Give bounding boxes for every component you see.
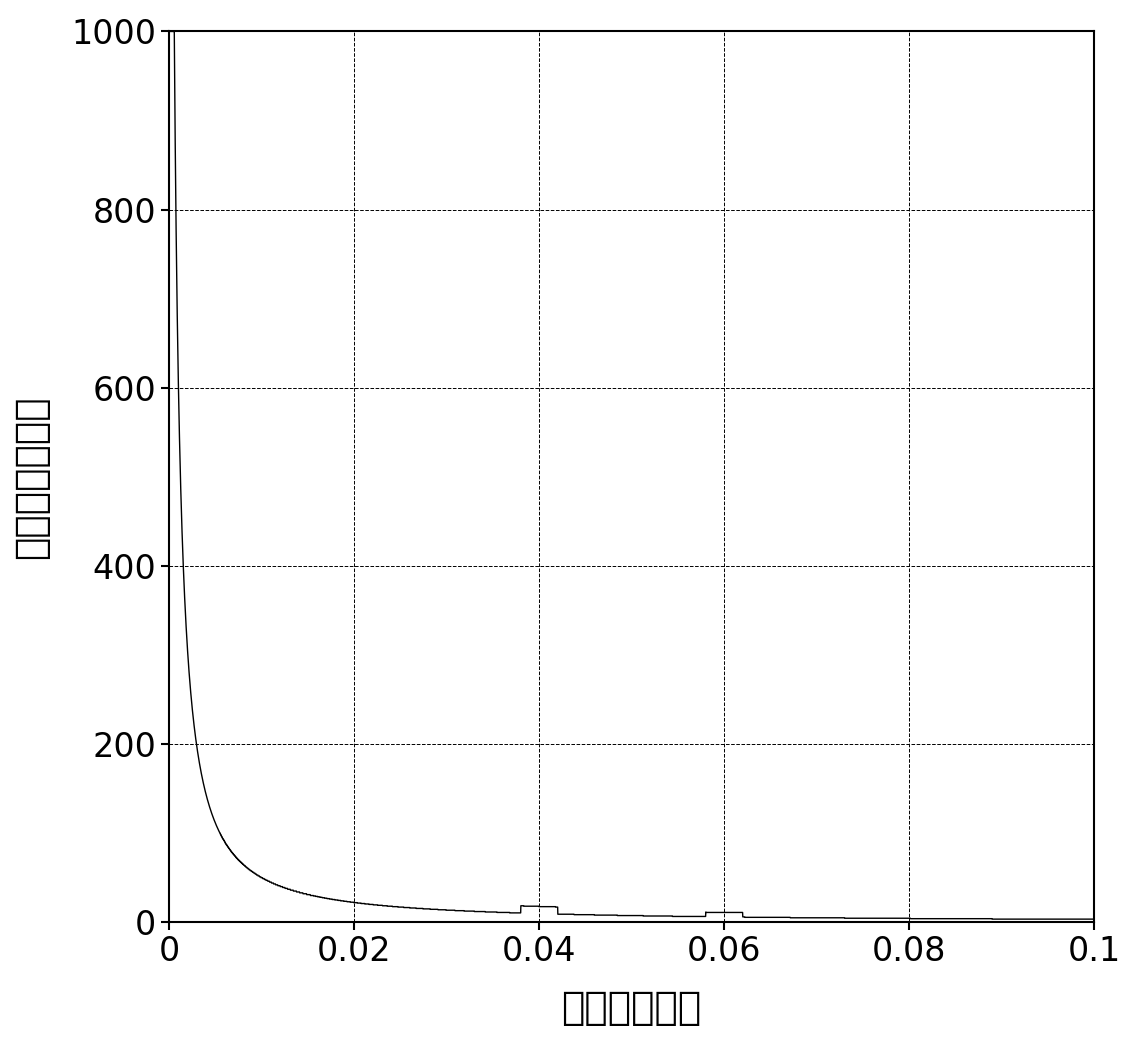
X-axis label: 距离（毫米）: 距离（毫米） xyxy=(562,989,702,1027)
Y-axis label: 声压幅値（幅）: 声压幅値（幅） xyxy=(12,395,50,559)
